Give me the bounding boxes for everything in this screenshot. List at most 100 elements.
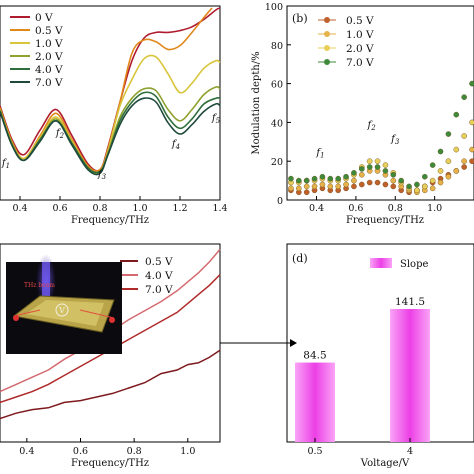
device-film — [26, 300, 104, 326]
panel-a-annotation-f5: f5 — [211, 113, 221, 125]
panel-b-data-point — [382, 162, 389, 168]
panel-b-data-point — [437, 148, 444, 155]
panel-d-x-tick-label: 4 — [407, 446, 413, 457]
panel-b-data-point — [414, 187, 420, 194]
panel-a-x-axis-label: Frequency/THz — [71, 215, 149, 226]
panel-d-bar — [390, 308, 430, 442]
panel-b-y-tick-label: 100 — [265, 2, 283, 13]
panel-b-data-point — [358, 166, 365, 172]
panel-b-data-point — [374, 158, 381, 164]
panel-a-x-tick-label: 0.8 — [92, 203, 107, 214]
panel-b-legend-marker — [324, 31, 330, 37]
panel-c-legend-label: 0.5 V — [145, 256, 173, 268]
panel-d-label: (d) — [292, 252, 308, 265]
panel-b-data-point — [327, 183, 334, 190]
panel-b-data-point — [319, 181, 326, 188]
panel-link-arrow — [220, 339, 297, 347]
panel-a-x-tick-label: 0.4 — [12, 203, 27, 214]
panel-b-data-point — [437, 179, 444, 186]
panel-a-plot-area — [0, 7, 221, 176]
panel-b-data-point — [382, 181, 389, 188]
panel-a-annotation-f2: f2 — [55, 128, 65, 140]
panel-d-x-tick-label: 0.5 — [307, 446, 322, 457]
panel-b-y-tick-label: 0 — [277, 196, 283, 207]
panel-b-data-point — [469, 80, 474, 87]
panel-a-annotation-f1: f1 — [1, 158, 10, 170]
panel-b: 0.4 0.6 0.8 1.0 0 20 40 60 80 100 Modulation dep… — [251, 2, 474, 226]
panel-b-legend-label: 1.0 V — [346, 29, 374, 41]
thz-beam-label: THz beam — [24, 282, 55, 289]
panel-b-data-point — [335, 175, 341, 182]
panel-b-data-point — [461, 94, 467, 100]
panel-c-legend-label: 4.0 V — [145, 270, 173, 282]
panel-b-frame — [286, 5, 474, 201]
panel-b-y-tick-label: 40 — [271, 118, 283, 129]
panel-a-legend-label: 1.0 V — [35, 38, 63, 50]
panel-c-x-tick-label: 0.4 — [19, 446, 34, 457]
panel-a-series-line — [0, 54, 221, 174]
panel-a-series-line — [0, 97, 221, 176]
panel-b-data-point — [358, 181, 365, 188]
panel-b-y-ticks: 0 20 40 60 80 100 — [265, 2, 291, 207]
panel-b-legend: 0.5 V 1.0 V 2.0 V 7.0 V — [318, 15, 374, 69]
panel-d-x-axis-label: Voltage/V — [360, 458, 410, 469]
panel-b-annotation-f3: f3 — [390, 134, 400, 146]
panel-b-data-point — [461, 164, 467, 170]
panel-b-data-point — [374, 179, 381, 186]
panel-b-data-point — [429, 177, 436, 184]
panel-c-x-tick-label: 0.6 — [73, 446, 88, 457]
panel-b-data-point — [343, 181, 349, 188]
panel-b-data-point — [351, 183, 357, 190]
panel-d-plot-area: 84.5 141.5 — [295, 296, 430, 442]
panel-c: 0.4 0.6 0.8 1.0 Frequency/THz 0.5 V 4.0 V 7.0… — [0, 243, 221, 469]
panel-b-annotation-f1: f1 — [315, 147, 324, 159]
panel-d-x-ticks: 0.5 4 — [307, 438, 413, 457]
panel-a-legend-label: 4.0 V — [35, 64, 63, 76]
panel-b-data-point — [296, 177, 302, 184]
panel-d-bar-value-label: 141.5 — [395, 296, 425, 308]
panel-a-legend-label: 0.5 V — [35, 25, 63, 37]
panel-b-data-point — [437, 168, 444, 174]
panel-a-series-line — [0, 7, 213, 172]
panel-c-x-tick-label: 1.0 — [180, 446, 195, 457]
panel-b-annotations: f1 f2 f3 — [315, 120, 400, 159]
panel-a-frame — [0, 5, 221, 201]
panel-d-bar-value-label: 84.5 — [303, 350, 326, 362]
panel-b-legend-marker — [324, 17, 330, 23]
panel-b-legend-label: 7.0 V — [346, 57, 374, 69]
panel-c-x-axis-label: Frequency/THz — [71, 458, 149, 469]
panel-b-data-point — [311, 175, 318, 182]
legend-label-slope: Slope — [400, 259, 428, 270]
panel-b-data-point — [296, 185, 302, 192]
panel-b-data-point — [303, 189, 310, 196]
panel-a-x-tick-label: 1.4 — [212, 203, 227, 214]
electrode-wire-right — [79, 309, 115, 319]
panel-b-legend-marker — [324, 45, 330, 51]
panel-b-data-point — [445, 158, 452, 164]
panel-b-data-point — [453, 111, 460, 118]
panel-d-frame — [286, 243, 474, 443]
panel-b-data-point — [303, 177, 310, 184]
panel-b-data-point — [421, 183, 428, 190]
panel-b-x-tick-label: 0.6 — [348, 203, 363, 214]
panel-b-x-tick-label: 0.8 — [388, 203, 403, 214]
panel-b-data-point — [421, 173, 428, 180]
panel-b-data-point — [343, 173, 349, 180]
panel-b-data-point — [461, 133, 467, 139]
panel-b-data-point — [445, 131, 452, 137]
panel-b-data-point — [319, 173, 326, 180]
panel-a-annotation-f3: f3 — [97, 169, 107, 181]
panel-b-data-point — [461, 158, 467, 164]
panel-b-x-tick-label: 1.0 — [427, 203, 442, 214]
panel-b-data-point — [311, 183, 318, 190]
panel-b-data-point — [445, 173, 452, 180]
panel-b-x-ticks: 0.4 0.6 0.8 1.0 — [309, 196, 442, 214]
panel-b-data-point — [335, 183, 341, 190]
panel-c-x-tick-label: 0.8 — [127, 446, 142, 457]
panel-c-x-ticks: 0.4 0.6 0.8 1.0 — [19, 438, 195, 457]
panel-b-y-tick-label: 20 — [271, 157, 283, 168]
panel-b-x-tick-label: 0.4 — [309, 203, 324, 214]
panel-b-data-point — [469, 146, 474, 153]
